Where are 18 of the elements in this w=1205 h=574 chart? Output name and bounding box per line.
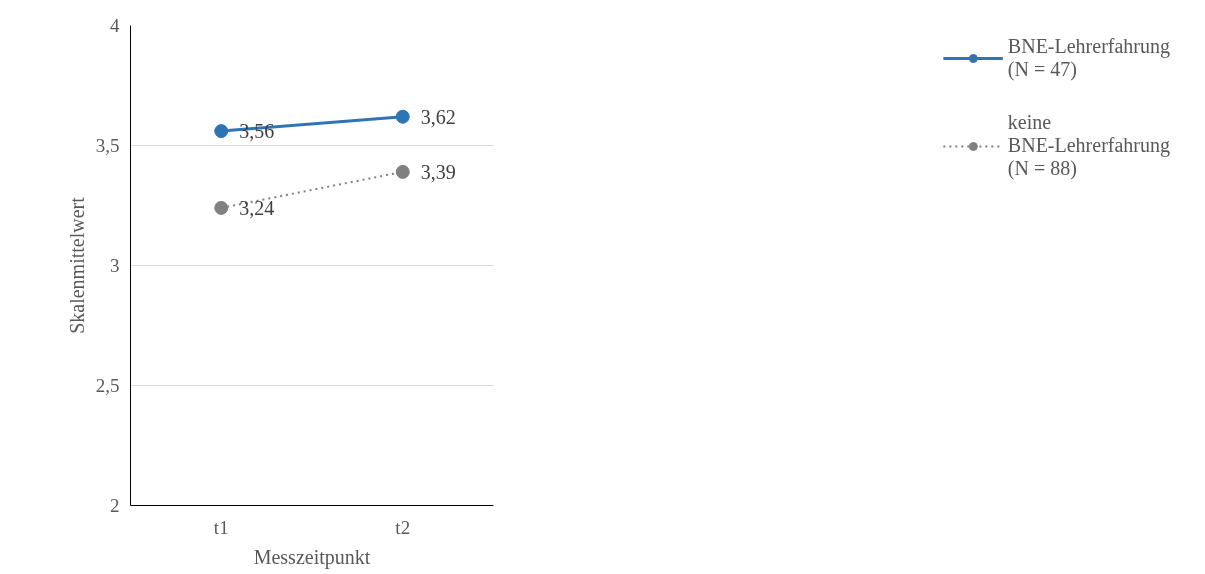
legend-label: keine BNE-Lehrerfahrung (N = 88) xyxy=(1007,111,1170,180)
data-label: 3,62 xyxy=(420,105,456,128)
data-label: 3,39 xyxy=(420,160,456,183)
legend-label: BNE-Lehrerfahrung (N = 47) xyxy=(1007,35,1170,81)
x-tick-label: t1 xyxy=(213,516,229,538)
point xyxy=(214,200,229,215)
x-axis-title: Messzeitpunkt xyxy=(253,545,371,569)
y-tick-label: 2 xyxy=(110,495,120,516)
point xyxy=(214,124,229,139)
x-tick-label: t2 xyxy=(395,516,411,538)
data-label: 3,24 xyxy=(239,196,275,219)
y-tick-label: 3 xyxy=(110,255,120,276)
y-axis-title: Skalenmittelwert xyxy=(65,196,88,334)
y-tick-label: 2,5 xyxy=(95,375,120,396)
y-tick-label: 4 xyxy=(110,15,120,36)
point xyxy=(395,164,410,179)
point xyxy=(395,109,410,124)
y-tick-label: 3,5 xyxy=(95,135,120,156)
